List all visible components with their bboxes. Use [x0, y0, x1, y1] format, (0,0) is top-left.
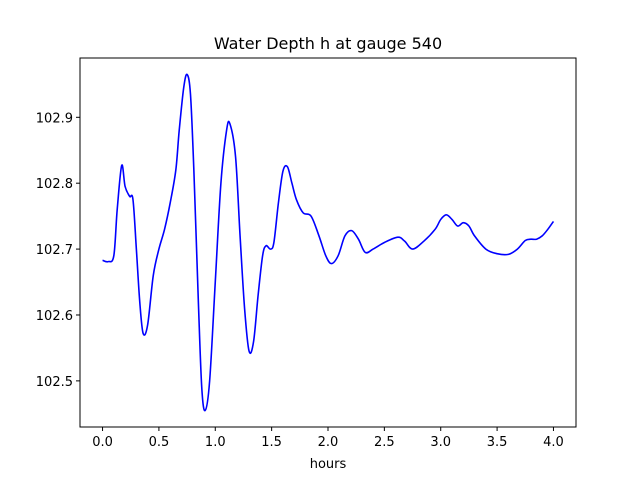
- x-axis-label: hours: [310, 457, 347, 472]
- x-tick-label: 1.0: [205, 435, 226, 450]
- y-tick-label: 102.7: [36, 243, 73, 258]
- y-tick-label: 102.9: [36, 111, 73, 126]
- y-tick-label: 102.6: [36, 309, 73, 324]
- x-tick-label: 0.0: [92, 435, 113, 450]
- x-tick-label: 1.5: [261, 435, 282, 450]
- plot-area: [102, 73, 555, 412]
- y-tick-label: 102.8: [36, 177, 73, 192]
- x-tick-label: 4.0: [543, 435, 564, 450]
- x-tick-label: 0.5: [149, 435, 170, 450]
- series-line-0: [102, 73, 555, 412]
- y-tick-label: 102.5: [36, 375, 73, 390]
- x-tick-label: 2.0: [318, 435, 339, 450]
- x-tick-label: 2.5: [374, 435, 395, 450]
- x-tick-label: 3.5: [487, 435, 508, 450]
- x-tick-label: 3.0: [430, 435, 451, 450]
- axes: 0.0 0.5 1.0 1.5 2.0 2.5 3.0 3.5 4.0 102.5 102.6 102…: [36, 57, 577, 450]
- chart-title: Water Depth h at gauge 540: [214, 34, 442, 53]
